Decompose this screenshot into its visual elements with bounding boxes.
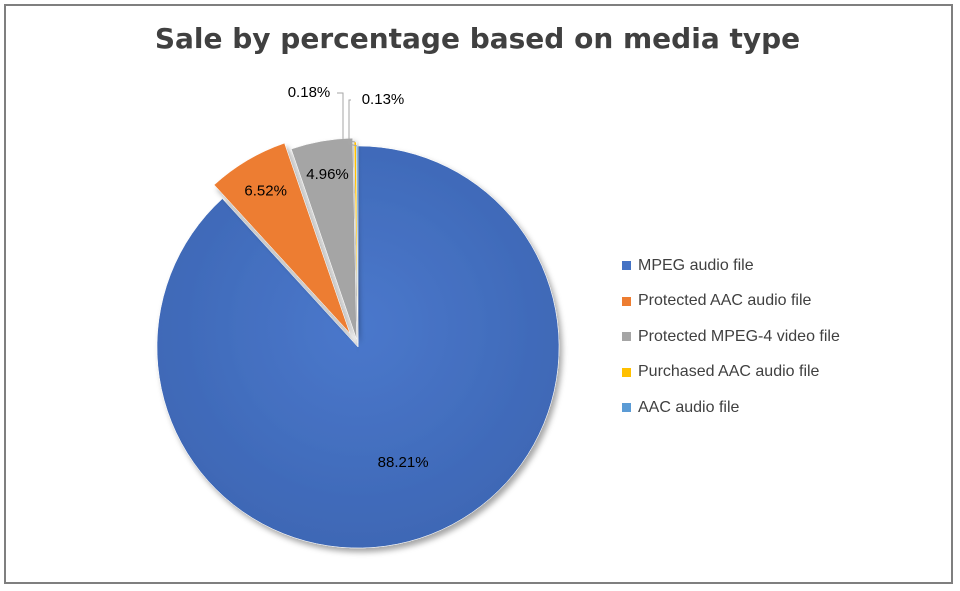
legend-item-protected-mpeg-4-video-file: Protected MPEG-4 video file [622, 319, 922, 355]
legend-item-aac-audio-file: AAC audio file [622, 390, 922, 426]
pie-slice-protected-mpeg-4-video-file [290, 137, 357, 340]
data-label-aac-audio-file: 0.13% [362, 91, 405, 108]
legend-item-protected-aac-audio-file: Protected AAC audio file [622, 284, 922, 320]
legend-item-purchased-aac-audio-file: Purchased AAC audio file [622, 355, 922, 391]
pie-slice-protected-aac-audio-file [213, 142, 351, 334]
data-label-purchased-aac-audio-file: 0.18% [288, 84, 331, 101]
data-label-protected-aac-audio-file: 6.52% [244, 183, 287, 200]
leader-line-aac-audio-file [348, 99, 358, 147]
legend-swatch [622, 332, 631, 342]
leader-line-purchased-aac-audio-file [337, 92, 356, 143]
legend-label: Protected AAC audio file [638, 292, 812, 310]
legend-label: Protected MPEG-4 video file [638, 327, 840, 345]
legend-label: Purchased AAC audio file [638, 363, 820, 381]
leader-lines [337, 92, 358, 147]
legend-label: AAC audio file [638, 398, 740, 416]
legend-item-mpeg-audio-file: MPEG audio file [622, 248, 922, 284]
legend-swatch [622, 296, 631, 306]
data-label-protected-mpeg-4-video-file: 4.96% [306, 166, 349, 183]
legend-swatch [622, 403, 631, 413]
legend-swatch [622, 367, 631, 377]
legend: MPEG audio file Protected AAC audio file P… [622, 248, 922, 426]
slices-layer [156, 137, 560, 549]
data-label-mpeg-audio-file: 88.21% [378, 454, 429, 471]
legend-swatch [622, 261, 631, 271]
legend-label: MPEG audio file [638, 256, 754, 274]
data-labels: 88.21% 6.52% 4.96% 0.18% 0.13% [244, 84, 428, 471]
chart-title: Sale by percentage based on media type [154, 22, 801, 55]
